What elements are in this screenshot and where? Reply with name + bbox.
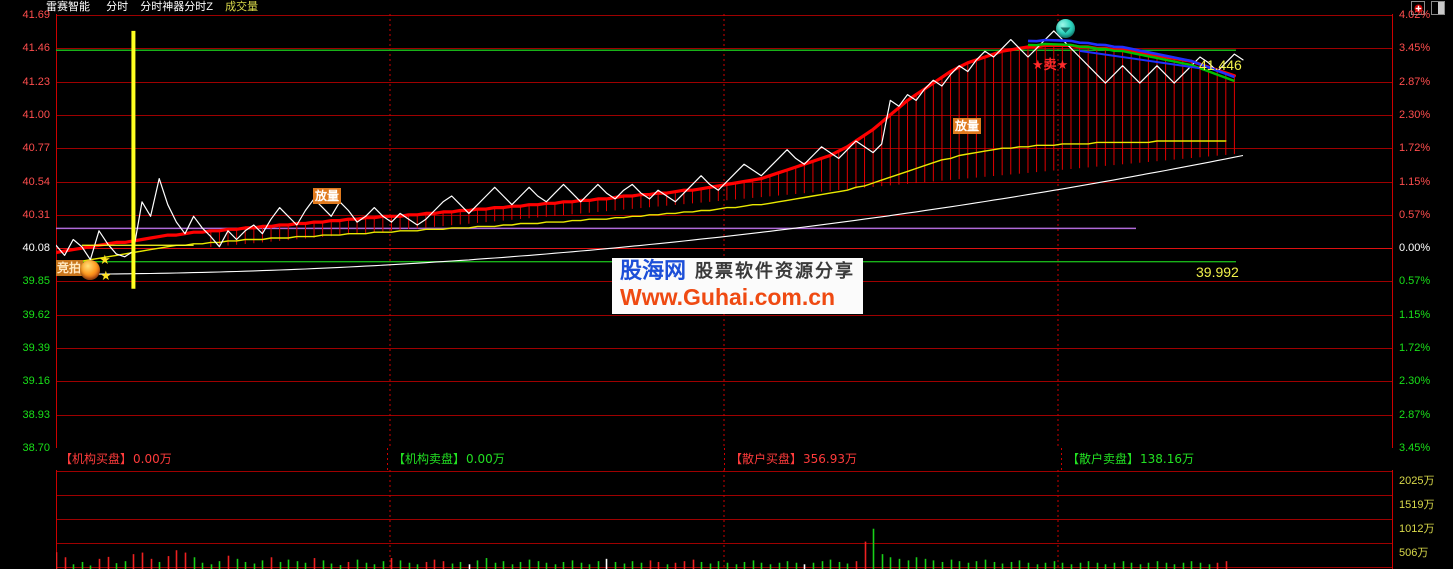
chart-mode-label[interactable]: 分时	[106, 1, 129, 13]
price-axis-right-label: 3.45%	[1399, 42, 1431, 54]
auction-star-icon-2: ★	[100, 268, 112, 283]
volume-axis-label: 1519万	[1399, 499, 1435, 511]
stat-retail-sell: 【散户卖盘】138.16万	[1067, 451, 1194, 467]
auction-star-icon-1: ★	[99, 252, 111, 267]
stat-retail-buy: 【散户买盘】356.93万	[730, 451, 857, 467]
window-title: 雷赛智能 分时 分时神器分时Z 成交量	[46, 0, 258, 14]
price-axis-right-label: 0.57%	[1399, 209, 1431, 221]
split-panel-icon[interactable]	[1431, 1, 1445, 15]
volume-axis-right: 2025万 1519万 1012万 506万	[1393, 470, 1453, 569]
title-bar-icons	[1411, 1, 1445, 15]
volume-chart-panel[interactable]	[56, 470, 1393, 569]
volume-chart-canvas	[56, 470, 1393, 569]
stat-label: 【散户卖盘】	[1067, 452, 1140, 466]
stat-institution-sell: 【机构卖盘】0.00万	[393, 451, 505, 467]
price-axis-right-label: 4.02%	[1399, 9, 1431, 21]
stock-name[interactable]: 雷赛智能	[46, 1, 90, 13]
volume-axis-label: 1012万	[1399, 523, 1435, 535]
price-axis-left-label: 39.16	[22, 375, 50, 387]
price-chart-panel[interactable]: 放量 放量 ★卖★ 竞拍 ★ ★ 41.446 39.992	[56, 14, 1393, 448]
price-axis-left-label: 39.62	[22, 309, 50, 321]
stat-institution-buy: 【机构买盘】0.00万	[60, 451, 172, 467]
stat-value: 138.16万	[1140, 452, 1195, 466]
price-axis-left-label: 38.93	[22, 409, 50, 421]
price-axis-left-label: 40.08	[22, 242, 50, 254]
stat-value: 0.00万	[133, 452, 172, 466]
price-axis-right-label: 0.57%	[1399, 275, 1431, 287]
price-chart-canvas	[56, 14, 1393, 448]
indicator-label[interactable]: 分时神器分时Z	[140, 1, 213, 13]
stats-divider-2	[724, 448, 725, 470]
volume-axis-label: 2025万	[1399, 475, 1435, 487]
auction-tag[interactable]: 竞拍	[56, 260, 84, 276]
stat-value: 0.00万	[466, 452, 505, 466]
high-price-tag: 41.446	[1199, 57, 1242, 73]
stat-label: 【机构买盘】	[60, 452, 133, 466]
price-axis-right-label: 2.87%	[1399, 409, 1431, 421]
price-axis-right-label: 1.15%	[1399, 176, 1431, 188]
price-axis-left-label: 39.85	[22, 275, 50, 287]
stat-value: 356.93万	[803, 452, 858, 466]
price-axis-left-label: 41.00	[22, 109, 50, 121]
price-axis-left-label: 41.46	[22, 42, 50, 54]
price-axis-right-label: 2.30%	[1399, 375, 1431, 387]
low-price-tag: 39.992	[1196, 264, 1239, 280]
price-axis-left-label: 39.39	[22, 342, 50, 354]
stats-divider-1	[387, 448, 388, 470]
price-axis-left-label: 40.77	[22, 142, 50, 154]
price-axis-left: 41.69 41.46 41.23 41.00 40.77 40.54 40.31 40.08…	[0, 10, 56, 454]
watermark-subtitle: 股票软件资源分享	[695, 261, 856, 282]
price-axis-right-label: 3.45%	[1399, 442, 1431, 454]
price-axis-right-label: 1.72%	[1399, 342, 1431, 354]
price-axis-left-label: 41.23	[22, 76, 50, 88]
volume-axis-label: 506万	[1399, 547, 1429, 559]
price-axis-right-label: 0.00%	[1399, 242, 1431, 254]
watermark: 股海网 股票软件资源分享 Www.Guhai.com.cn	[612, 258, 864, 314]
price-axis-left-label: 41.69	[22, 9, 50, 21]
price-axis-right-label: 1.15%	[1399, 309, 1431, 321]
add-icon[interactable]	[1411, 1, 1425, 15]
price-axis-right-label: 2.30%	[1399, 109, 1431, 121]
price-axis-right-label: 2.87%	[1399, 76, 1431, 88]
sell-signal-marker[interactable]: ★卖★	[1032, 57, 1069, 72]
title-bar: 雷赛智能 分时 分时神器分时Z 成交量	[0, 0, 1453, 15]
price-axis-left-label: 40.31	[22, 209, 50, 221]
stats-divider-3	[1061, 448, 1062, 470]
price-axis-left-label: 38.70	[22, 442, 50, 454]
stat-label: 【机构卖盘】	[393, 452, 466, 466]
volume-surge-tag-2[interactable]: 放量	[953, 118, 982, 134]
price-axis-right-label: 1.72%	[1399, 142, 1431, 154]
watermark-logo: 股海网	[620, 259, 687, 284]
auction-emoji-icon[interactable]	[80, 260, 100, 280]
volume-surge-tag-1[interactable]: 放量	[313, 188, 342, 204]
sell-emoji-icon[interactable]	[1056, 19, 1075, 38]
price-axis-left-label: 40.54	[22, 176, 50, 188]
price-axis-right-percent: 4.02% 3.45% 2.87% 2.30% 1.72% 1.15% 0.57% 0.00%…	[1393, 10, 1453, 454]
stat-label: 【散户买盘】	[730, 452, 803, 466]
volume-indicator-label[interactable]: 成交量	[225, 1, 259, 13]
watermark-url: Www.Guhai.com.cn	[620, 284, 836, 310]
